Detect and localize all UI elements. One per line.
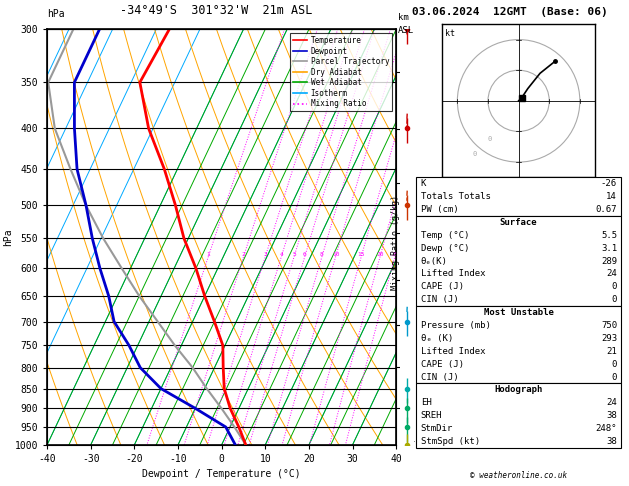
Text: 0: 0 bbox=[611, 282, 617, 292]
Text: 3: 3 bbox=[264, 252, 267, 257]
Text: θₑ(K): θₑ(K) bbox=[421, 257, 448, 266]
Text: 0: 0 bbox=[611, 295, 617, 304]
Text: 3.1: 3.1 bbox=[601, 243, 617, 253]
Text: Totals Totals: Totals Totals bbox=[421, 192, 491, 201]
Text: SREH: SREH bbox=[421, 411, 442, 420]
Text: 0: 0 bbox=[611, 360, 617, 369]
X-axis label: Dewpoint / Temperature (°C): Dewpoint / Temperature (°C) bbox=[142, 469, 301, 479]
Text: -26: -26 bbox=[601, 179, 617, 189]
Text: 0: 0 bbox=[472, 151, 477, 157]
Text: hPa: hPa bbox=[47, 9, 65, 19]
Text: 750: 750 bbox=[601, 321, 617, 330]
Text: 8: 8 bbox=[320, 252, 324, 257]
Text: © weatheronline.co.uk: © weatheronline.co.uk bbox=[470, 471, 567, 480]
Text: 5: 5 bbox=[292, 252, 296, 257]
Text: 38: 38 bbox=[606, 437, 617, 446]
Text: kt: kt bbox=[445, 29, 455, 38]
Text: K: K bbox=[421, 179, 426, 189]
Text: 21: 21 bbox=[606, 347, 617, 356]
Text: 5.5: 5.5 bbox=[601, 231, 617, 240]
Text: 1: 1 bbox=[206, 252, 210, 257]
Text: PW (cm): PW (cm) bbox=[421, 205, 459, 214]
Text: Most Unstable: Most Unstable bbox=[484, 308, 554, 317]
Text: CAPE (J): CAPE (J) bbox=[421, 282, 464, 292]
Text: 0: 0 bbox=[611, 372, 617, 382]
Text: 24: 24 bbox=[606, 398, 617, 407]
Text: 293: 293 bbox=[601, 334, 617, 343]
Text: CAPE (J): CAPE (J) bbox=[421, 360, 464, 369]
Text: Lifted Index: Lifted Index bbox=[421, 347, 486, 356]
Text: 38: 38 bbox=[606, 411, 617, 420]
Text: Temp (°C): Temp (°C) bbox=[421, 231, 469, 240]
Text: EH: EH bbox=[421, 398, 431, 407]
Text: km: km bbox=[398, 13, 408, 22]
Legend: Temperature, Dewpoint, Parcel Trajectory, Dry Adiabat, Wet Adiabat, Isotherm, Mi: Temperature, Dewpoint, Parcel Trajectory… bbox=[290, 33, 392, 111]
Y-axis label: hPa: hPa bbox=[3, 228, 13, 246]
Text: 15: 15 bbox=[357, 252, 365, 257]
Text: 14: 14 bbox=[606, 192, 617, 201]
Text: 20: 20 bbox=[376, 252, 384, 257]
Text: LCL: LCL bbox=[400, 435, 415, 444]
Text: -34°49'S  301°32'W  21m ASL: -34°49'S 301°32'W 21m ASL bbox=[120, 4, 312, 17]
Text: 248°: 248° bbox=[596, 424, 617, 433]
Text: θₑ (K): θₑ (K) bbox=[421, 334, 453, 343]
Text: 25: 25 bbox=[391, 252, 399, 257]
Text: 24: 24 bbox=[606, 269, 617, 278]
Text: 289: 289 bbox=[601, 257, 617, 266]
Text: 0.67: 0.67 bbox=[596, 205, 617, 214]
Text: StmSpd (kt): StmSpd (kt) bbox=[421, 437, 480, 446]
Text: 03.06.2024  12GMT  (Base: 06): 03.06.2024 12GMT (Base: 06) bbox=[412, 7, 608, 17]
Text: Mixing Ratio (g/kg): Mixing Ratio (g/kg) bbox=[391, 195, 399, 291]
Text: Hodograph: Hodograph bbox=[494, 385, 543, 395]
Text: Pressure (mb): Pressure (mb) bbox=[421, 321, 491, 330]
Text: 2: 2 bbox=[242, 252, 245, 257]
Text: CIN (J): CIN (J) bbox=[421, 295, 459, 304]
Text: CIN (J): CIN (J) bbox=[421, 372, 459, 382]
Text: Dewp (°C): Dewp (°C) bbox=[421, 243, 469, 253]
Text: 0: 0 bbox=[488, 136, 493, 141]
Text: ASL: ASL bbox=[398, 26, 414, 35]
Text: Surface: Surface bbox=[500, 218, 537, 227]
Text: Lifted Index: Lifted Index bbox=[421, 269, 486, 278]
Text: 4: 4 bbox=[279, 252, 283, 257]
Text: StmDir: StmDir bbox=[421, 424, 453, 433]
Text: 6: 6 bbox=[303, 252, 306, 257]
Text: 10: 10 bbox=[332, 252, 339, 257]
